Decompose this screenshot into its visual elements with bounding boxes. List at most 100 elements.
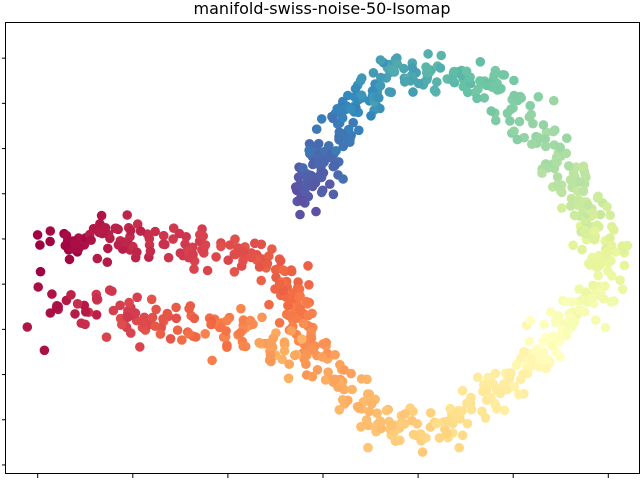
scatter-point [539,319,549,330]
scatter-point [328,113,338,124]
scatter-point [331,146,341,156]
scatter-point [229,267,240,277]
scatter-point [352,401,363,412]
scatter-point [295,209,305,220]
scatter-point [304,280,314,290]
scatter-point [334,405,345,415]
scatter-point [357,73,367,83]
scatter-point [304,145,314,156]
scatter-point [480,413,491,423]
scatter-point [126,328,136,338]
scatter-point [270,264,281,275]
scatter-point [171,313,182,324]
scatter-point [541,332,551,343]
scatter-point [266,338,276,349]
scatter-point [286,326,297,336]
scatter-point [345,104,356,114]
scatter-point [330,350,340,360]
scatter-point [96,210,107,221]
scatter-point [495,388,506,399]
scatter-point [366,111,376,121]
scatter-point [206,319,216,330]
scatter-point [202,265,213,276]
plot-frame [5,22,640,474]
scatter-point [602,248,613,259]
scatter-point [526,354,536,364]
scatter-point [417,447,428,457]
scatter-point [432,77,442,87]
scatter-point [481,385,492,396]
scatter-point [457,406,467,416]
scatter-point [388,65,399,76]
scatter-point [574,177,585,187]
scatter-point [462,398,472,409]
scatter-point [535,353,545,364]
scatter-point [367,399,377,409]
scatter-point [615,275,625,286]
scatter-point [545,307,556,317]
scatter-point [498,70,508,80]
scatter-point [489,70,500,81]
scatter-point [535,362,545,373]
scatter-point [177,335,187,345]
scatter-point [245,315,256,326]
scatter-point [230,234,240,244]
scatter-point [609,225,619,235]
scatter-point [505,116,515,126]
scatter-point [555,142,565,153]
scatter-point [361,415,372,425]
scatter-point [425,408,436,418]
scatter-point [595,209,606,220]
scatter-point [147,312,158,323]
scatter-point [482,80,492,91]
scatter-point [479,93,490,103]
scatter-point [22,322,33,332]
scatter-point [528,118,538,129]
scatter-point [462,87,473,98]
scatter-point [313,138,324,149]
scatter-point [554,336,564,347]
scatter-point [587,293,597,304]
scatter-point [573,195,584,205]
scatter-point [294,284,305,294]
scatter-point [598,294,609,304]
scatter-point [330,374,340,385]
scatter-point [238,341,248,352]
scatter-point [92,253,103,264]
scatter-point [317,352,328,362]
scatter-point [130,308,141,318]
scatter-point [123,312,133,322]
scatter-point [499,405,510,416]
scatter-point [321,337,332,348]
scatter-point [368,68,379,78]
scatter-point [254,337,264,348]
scatter-point [108,305,119,316]
scatter-point [35,266,46,277]
scatter-point [320,375,331,385]
point-layer [22,49,633,457]
scatter-point [189,313,200,324]
scatter-point [146,294,157,305]
scatter-point [372,408,382,419]
scatter-point [435,63,446,73]
scatter-point [91,293,102,304]
scatter-point [171,302,181,313]
scatter-point [51,302,62,313]
scatter-point [556,203,567,213]
scatter-point [570,316,580,327]
scatter-point [593,191,603,202]
scatter-point [533,92,544,102]
scatter-point [457,430,468,441]
scatter-point [101,332,112,343]
scatter-point [45,236,55,247]
scatter-point [300,187,310,197]
scatter-point [330,160,340,171]
scatter-point [308,345,319,355]
scatter-point [150,321,160,332]
scatter-point [279,337,290,348]
scatter-point [591,262,602,272]
scatter-point [549,95,559,106]
scatter-point [316,187,327,198]
scatter-point [238,246,248,257]
